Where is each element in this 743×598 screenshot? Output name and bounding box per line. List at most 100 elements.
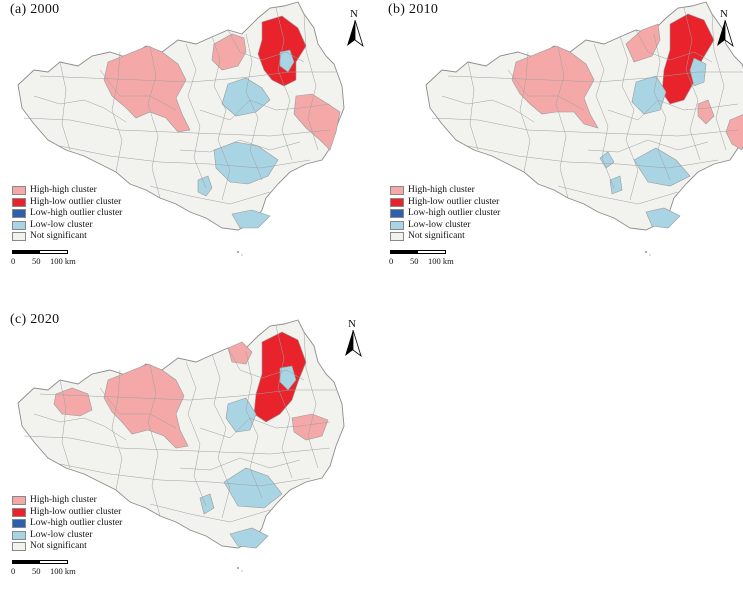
scale-label-0: 0 [389, 256, 394, 266]
legend-item: High-high cluster [12, 185, 122, 197]
island-mark [241, 570, 243, 572]
scale-label-50: 50 [410, 256, 419, 266]
low-low-region [199, 493, 215, 515]
county-border [59, 61, 71, 151]
map-geometry [17, 1, 345, 256]
county-border [227, 347, 305, 381]
county-border [99, 69, 177, 111]
legend-label: High-low outlier cluster [30, 506, 122, 517]
legend-label: Low-low cluster [408, 219, 471, 230]
legend-label: Low-high outlier cluster [30, 208, 123, 218]
county-border [587, 139, 709, 153]
county-border [179, 457, 301, 471]
county-border [59, 145, 311, 169]
legend-item: Not significant [12, 541, 122, 553]
legend-swatch-not-significant [12, 542, 26, 552]
county-border [185, 361, 207, 507]
legend-label: Low-low cluster [30, 219, 93, 230]
north-arrow: N [344, 8, 366, 48]
low-low-region [229, 527, 269, 549]
legend-item: Not significant [12, 231, 122, 243]
county-border [683, 7, 701, 161]
low-low-region [633, 147, 691, 187]
legend-item: High-low outlier cluster [12, 197, 122, 209]
county-border [557, 185, 679, 205]
county-border [711, 13, 727, 151]
county-border [39, 71, 336, 83]
county-border [467, 61, 479, 151]
scale-label-100: 100 km [428, 256, 454, 266]
county-border [619, 35, 639, 201]
panel-title: (a) 2000 [10, 2, 60, 17]
county-border [211, 353, 231, 519]
north-label: N [348, 318, 356, 330]
map-panel-2020: (c) 2020 N High-high cluster High-low ou… [0, 310, 372, 598]
low-low-region [279, 49, 295, 73]
island-mark [237, 567, 239, 569]
legend-label: High-low outlier cluster [30, 196, 122, 207]
legend-label: Not significant [408, 231, 465, 241]
county-border [211, 35, 231, 201]
high-high-region [211, 33, 247, 71]
legend-label: High-high cluster [408, 185, 475, 195]
legend-label: Not significant [30, 231, 87, 241]
scale-label-100: 100 km [50, 256, 76, 266]
legend-swatch-low-low [390, 220, 404, 230]
low-low-region [213, 141, 279, 185]
legend-item: High-high cluster [12, 495, 122, 507]
county-border [507, 69, 585, 111]
county-border [185, 43, 207, 189]
high-high-region [103, 45, 191, 133]
choropleth-map-2000 [17, 1, 345, 256]
county-border [275, 7, 293, 161]
legend-item: High-low outlier cluster [390, 197, 500, 209]
legend-label: High-high cluster [30, 185, 97, 195]
county-border [653, 33, 671, 181]
county-border [147, 45, 161, 199]
county-border [227, 29, 305, 63]
county-border [593, 43, 615, 189]
low-low-region [231, 209, 271, 229]
scale-bar: 0 50 100 km [11, 250, 82, 270]
map-panel-2010: (b) 2010 N High-high cluster High-low ou… [378, 0, 743, 288]
legend-swatch-high-low [12, 507, 26, 517]
north-arrow: N [342, 318, 364, 358]
low-low-region [279, 365, 297, 391]
county-border [303, 331, 319, 469]
legend-swatch-high-high [390, 186, 404, 196]
scale-bar: 0 50 100 km [389, 250, 460, 270]
legend-item: Low-low cluster [390, 220, 500, 232]
county-border [635, 29, 713, 63]
legend-item: Low-low cluster [12, 220, 122, 232]
legend-swatch-not-significant [390, 232, 404, 242]
legend-swatch-low-high [12, 209, 26, 219]
county-border [147, 363, 161, 517]
island-mark [241, 254, 243, 256]
low-low-region [225, 397, 257, 433]
county-border [149, 185, 271, 205]
map-legend: High-high cluster High-low outlier clust… [12, 185, 122, 243]
island-mark [237, 251, 239, 253]
legend-item: Low-high outlier cluster [12, 208, 122, 220]
county-border [607, 99, 739, 121]
scale-label-100: 100 km [50, 566, 76, 576]
county-border [59, 463, 311, 487]
county-border [111, 51, 123, 173]
county-border [519, 51, 531, 173]
scale-bar-graphic [12, 250, 68, 254]
north-arrow: N [714, 8, 736, 48]
map-panel-2000: (a) 2000 N High-high cluster High-low ou… [0, 0, 372, 288]
legend-swatch-high-high [12, 496, 26, 506]
north-arrow-icon [347, 20, 364, 48]
county-border [33, 95, 127, 123]
low-low-region [645, 207, 681, 229]
panel-title: (b) 2010 [388, 2, 439, 17]
scale-label-0: 0 [11, 566, 16, 576]
county-border [59, 379, 71, 469]
high-high-region [293, 93, 341, 151]
low-low-region [599, 151, 615, 169]
county-border [99, 387, 177, 429]
low-low-region [223, 467, 283, 509]
north-label: N [350, 8, 358, 20]
legend-item: Low-low cluster [12, 530, 122, 542]
